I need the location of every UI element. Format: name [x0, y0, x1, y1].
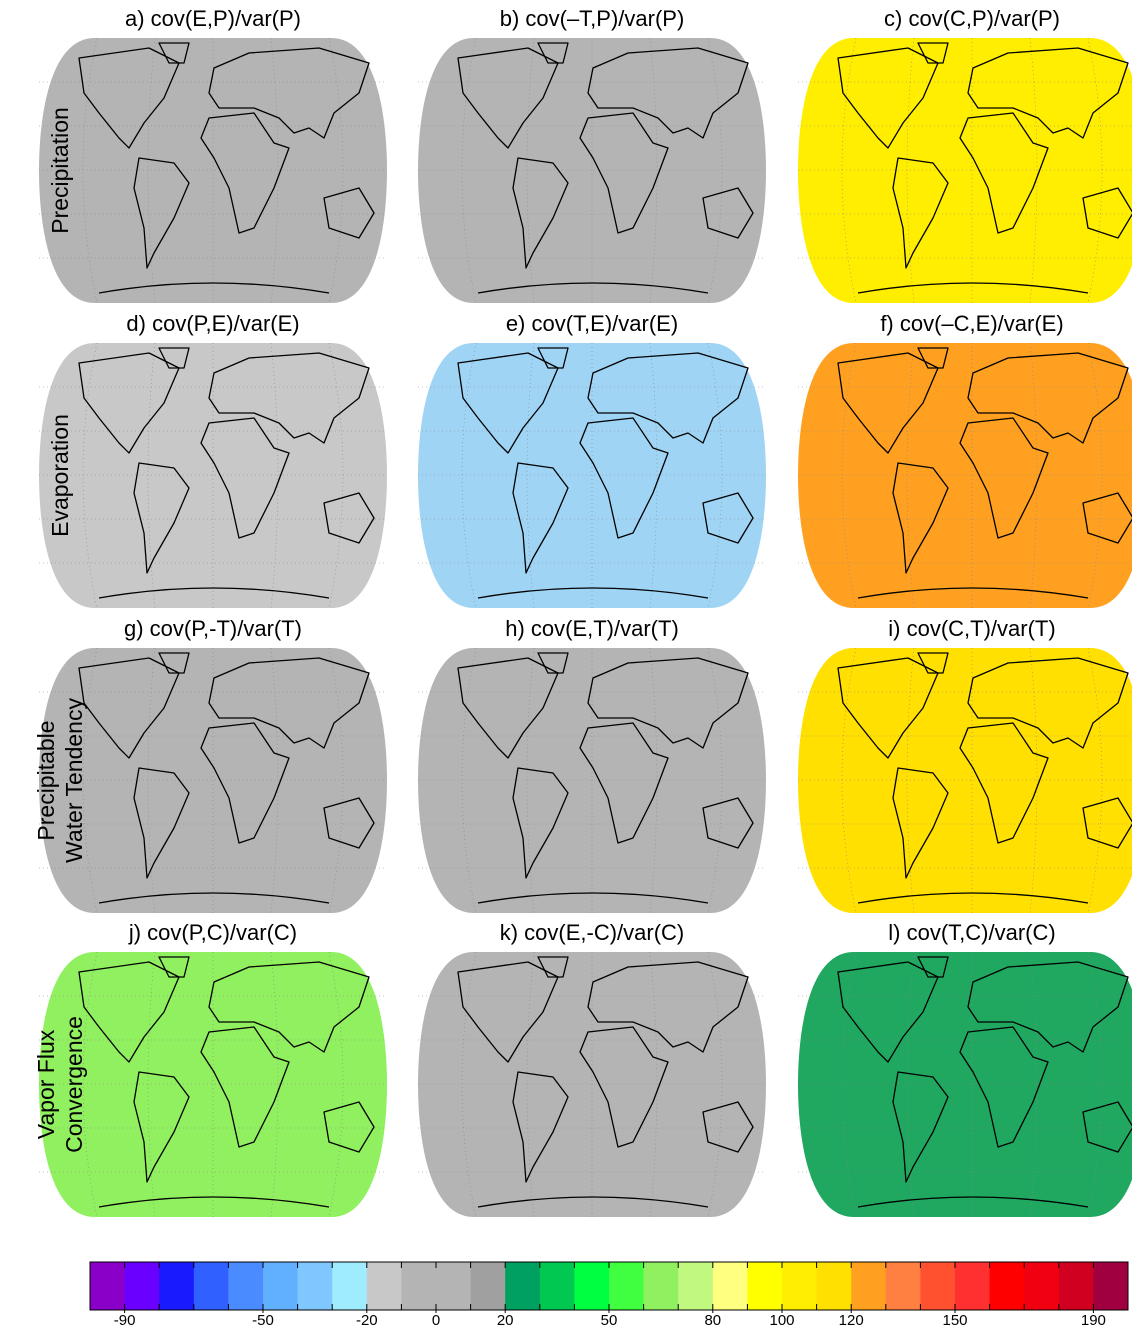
colorbar-segment — [817, 1262, 852, 1310]
panel-title: e) cov(T,E)/var(E) — [506, 311, 678, 336]
colorbar-segment — [1093, 1262, 1128, 1310]
map-panel: i) cov(C,T)/var(T) — [798, 616, 1132, 913]
colorbar-segment — [713, 1262, 748, 1310]
panel-title: c) cov(C,P)/var(P) — [884, 6, 1060, 31]
tick-label: -90 — [114, 1312, 136, 1329]
colorbar-segment — [505, 1262, 540, 1310]
map-panel: j) cov(P,C)/var(C) — [39, 920, 387, 1217]
map-panel: b) cov(–T,P)/var(P) — [418, 6, 766, 303]
row-label: Vapor Flux — [33, 1029, 59, 1139]
row-label: Precipitable — [33, 720, 59, 840]
colorbar-segment — [540, 1262, 575, 1310]
map-panel: l) cov(T,C)/var(C) — [798, 920, 1132, 1217]
colorbar-segment — [747, 1262, 782, 1310]
panel-title: h) cov(E,T)/var(T) — [505, 616, 679, 641]
panel-title: g) cov(P,-T)/var(T) — [124, 616, 302, 641]
panel-title: f) cov(–C,E)/var(E) — [880, 311, 1063, 336]
map-panel: a) cov(E,P)/var(P) — [39, 6, 387, 303]
tick-label: 20 — [497, 1312, 514, 1329]
tick-label: 120 — [839, 1312, 864, 1329]
map-panel: d) cov(P,E)/var(E) — [39, 311, 387, 608]
colorbar-segment — [1024, 1262, 1059, 1310]
map-panel: e) cov(T,E)/var(E) — [418, 311, 766, 608]
panel-title: k) cov(E,-C)/var(C) — [500, 920, 685, 945]
map-panel: h) cov(E,T)/var(T) — [418, 616, 766, 913]
colorbar-segment — [263, 1262, 298, 1310]
colorbar-segment — [194, 1262, 229, 1310]
figure: a) cov(E,P)/var(P) b) cov(–T,P)/var(P) c) … — [0, 0, 1132, 1331]
colorbar-segment — [436, 1262, 471, 1310]
colorbar-segment — [678, 1262, 713, 1310]
colorbar-segment — [401, 1262, 436, 1310]
colorbar-segment — [298, 1262, 333, 1310]
colorbar-segment — [228, 1262, 263, 1310]
tick-label: 100 — [769, 1312, 794, 1329]
colorbar-segment — [90, 1262, 125, 1310]
tick-label: 190 — [1081, 1312, 1106, 1329]
map-panel: f) cov(–C,E)/var(E) — [798, 311, 1132, 608]
colorbar-segment — [1059, 1262, 1094, 1310]
map-panel: g) cov(P,-T)/var(T) — [39, 616, 387, 913]
row-label: Water Tendency — [61, 698, 87, 863]
colorbar-segment — [609, 1262, 644, 1310]
map-background — [798, 648, 1132, 913]
row-label: Precipitation — [47, 107, 73, 234]
colorbar-segment — [574, 1262, 609, 1310]
map-background — [798, 343, 1132, 608]
map-panel: c) cov(C,P)/var(P) — [798, 6, 1132, 303]
colorbar-segment — [332, 1262, 367, 1310]
tick-label: 0 — [432, 1312, 440, 1329]
tick-label: -50 — [252, 1312, 274, 1329]
colorbar-segment — [886, 1262, 921, 1310]
panels: a) cov(E,P)/var(P) b) cov(–T,P)/var(P) c) … — [39, 6, 1132, 1217]
panel-title: j) cov(P,C)/var(C) — [128, 920, 297, 945]
panel-title: b) cov(–T,P)/var(P) — [500, 6, 685, 31]
colorbar-segment — [920, 1262, 955, 1310]
tick-label: 150 — [942, 1312, 967, 1329]
map-background — [798, 38, 1132, 303]
colorbar-segment — [471, 1262, 506, 1310]
panel-title: l) cov(T,C)/var(C) — [888, 920, 1055, 945]
panel-title: a) cov(E,P)/var(P) — [125, 6, 301, 31]
colorbar: -90 -50 -20 0 20 50 80 100 120 150 190 — [90, 1262, 1129, 1329]
map-background — [798, 952, 1132, 1217]
panel-title: i) cov(C,T)/var(T) — [888, 616, 1055, 641]
colorbar-segment — [955, 1262, 990, 1310]
colorbar-segment — [782, 1262, 817, 1310]
colorbar-segment — [125, 1262, 160, 1310]
tick-label: -20 — [356, 1312, 378, 1329]
colorbar-segment — [644, 1262, 679, 1310]
colorbar-segment — [159, 1262, 194, 1310]
panel-title: d) cov(P,E)/var(E) — [126, 311, 299, 336]
tick-label: 50 — [601, 1312, 618, 1329]
row-label: Evaporation — [47, 414, 73, 537]
row-label: Convergence — [61, 1016, 87, 1153]
tick-label: 80 — [704, 1312, 721, 1329]
map-panel: k) cov(E,-C)/var(C) — [418, 920, 766, 1217]
colorbar-segment — [990, 1262, 1025, 1310]
colorbar-segment — [367, 1262, 402, 1310]
colorbar-segment — [851, 1262, 886, 1310]
